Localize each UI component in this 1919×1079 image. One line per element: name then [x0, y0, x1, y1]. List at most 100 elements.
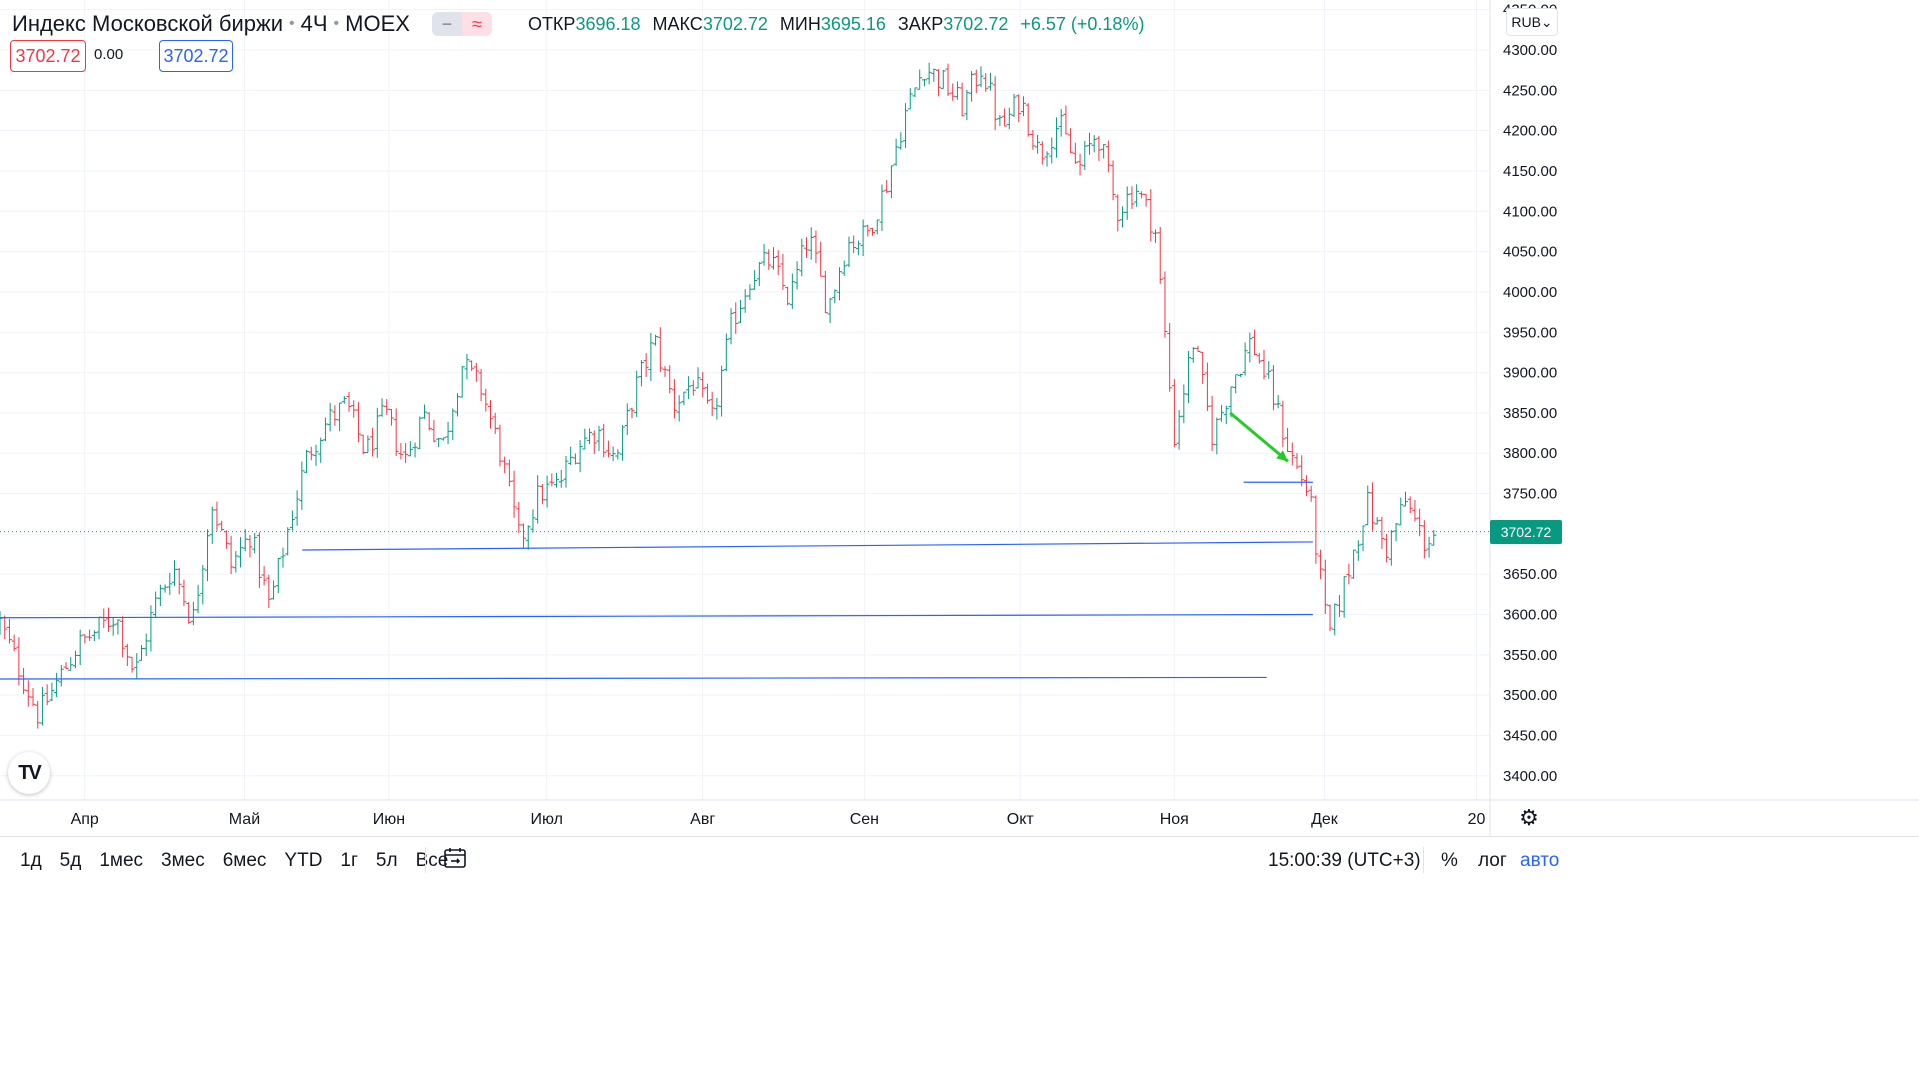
support-line[interactable]	[0, 613, 1313, 619]
ohlc-bar	[1068, 128, 1074, 154]
range-button[interactable]: 5л	[375, 850, 398, 871]
ohlc-bar	[1313, 495, 1319, 564]
support-line[interactable]	[0, 676, 1267, 680]
range-button[interactable]: 6мес	[222, 850, 267, 871]
symbol-title[interactable]: Индекс Московской биржи	[12, 11, 284, 36]
ohlc-bar	[714, 397, 720, 420]
approx-icon[interactable]: ≈	[461, 12, 492, 36]
ohlc-bar	[242, 529, 248, 552]
ohlc-bar	[271, 580, 277, 600]
ohlc-bar	[388, 408, 394, 426]
ohlc-bar	[978, 66, 984, 88]
ohlc-bar	[539, 484, 545, 505]
ohlc-bar	[1167, 323, 1173, 392]
ohlc-bar	[129, 656, 135, 673]
ohlc-bar	[82, 634, 88, 644]
ohlc-bar	[473, 362, 479, 382]
ohlc-bar	[134, 653, 140, 679]
ohlc-bar	[360, 434, 366, 455]
ohlc-bar	[1162, 271, 1168, 338]
ohlc-bar	[1058, 109, 1064, 137]
ohlc-bar	[488, 400, 494, 429]
low-value: 3695.16	[820, 13, 886, 34]
ohlc-bar	[638, 360, 644, 387]
range-button[interactable]: 3мес	[161, 850, 205, 871]
ohlc-bar	[667, 365, 673, 394]
status-toggle[interactable]: − ≈	[431, 12, 492, 36]
ohlc-bar	[1407, 496, 1413, 514]
ohlc-bar	[77, 629, 83, 666]
range-button[interactable]: YTD	[284, 850, 323, 871]
ohlc-bar	[1256, 353, 1262, 364]
buy-button[interactable]: 3702.72	[159, 40, 233, 72]
currency-button[interactable]: RUB ⌄	[1506, 8, 1558, 36]
ohlc-bar	[662, 366, 668, 377]
price-tick-label: 4200.00	[1503, 123, 1557, 140]
ohlc-bar	[1233, 374, 1239, 394]
ohlc-bar	[511, 470, 517, 518]
ohlc-bar	[1388, 530, 1394, 566]
price-tick-label: 4300.00	[1503, 42, 1557, 59]
percent-toggle[interactable]: %	[1441, 850, 1458, 871]
price-tick-label: 3800.00	[1503, 445, 1557, 462]
clock-timezone[interactable]: 15:00:39 (UTC+3)	[1268, 850, 1421, 871]
ohlc-bar	[327, 402, 333, 432]
price-tick-label: 3600.00	[1503, 607, 1557, 624]
ohlc-bar	[997, 114, 1003, 127]
ohlc-bar	[1025, 103, 1031, 137]
support-line[interactable]	[302, 541, 1313, 551]
time-axis[interactable]: Апр Май Июн Июл Авг Сен Окт Ноя Дек 20	[71, 811, 1486, 828]
last-price-label: 3702.72	[1490, 519, 1562, 544]
interval-label[interactable]: 4Ч	[300, 11, 328, 36]
ohlc-bar	[266, 574, 272, 609]
time-tick-label: Апр	[71, 811, 99, 828]
gear-icon[interactable]: ⚙	[1519, 805, 1539, 830]
ohlc-bar	[1091, 135, 1097, 153]
ohlc-bar	[554, 472, 560, 488]
price-tick-label: 3550.00	[1503, 647, 1557, 664]
range-button[interactable]: 5д	[59, 850, 82, 871]
ohlc-bar	[289, 510, 295, 531]
ohlc-bar	[138, 645, 144, 661]
tradingview-logo-icon[interactable]: TV	[8, 752, 50, 794]
range-button[interactable]: 1мес	[99, 850, 144, 871]
ohlc-bar	[1294, 453, 1300, 470]
ohlc-bar	[780, 253, 786, 290]
range-button[interactable]: 1д	[20, 850, 42, 871]
ohlc-bar	[87, 629, 93, 641]
ohlc-bar	[1039, 141, 1045, 165]
ohlc-bar	[44, 684, 50, 706]
ohlc-bar	[733, 302, 739, 334]
log-toggle[interactable]: лог	[1478, 850, 1507, 871]
close-label: ЗАКР	[897, 13, 944, 34]
ohlc-bar	[252, 532, 258, 554]
ohlc-bar	[1242, 342, 1248, 376]
ohlc-bar	[1153, 229, 1159, 243]
calendar-range-icon[interactable]	[442, 845, 468, 871]
ohlc-bar	[525, 525, 531, 550]
ohlc-bar	[1002, 108, 1008, 127]
ohlc-bar	[945, 63, 951, 96]
drawn-lines[interactable]	[0, 481, 1313, 680]
ohlc-bar	[436, 438, 442, 448]
ohlc-bar	[587, 428, 593, 445]
ohlc-bar	[865, 224, 871, 237]
ohlc-bar	[332, 405, 338, 426]
ohlc-bar	[1200, 351, 1206, 385]
ohlc-bar	[516, 502, 522, 533]
ohlc-bar	[11, 634, 17, 652]
range-selector: 1д 5д 1мес 3мес 6мес YTD 1г 5л Все	[20, 850, 466, 872]
auto-scale-toggle[interactable]: авто	[1520, 850, 1560, 871]
range-button[interactable]: 1г	[340, 850, 358, 871]
sell-button[interactable]: 3702.72	[10, 40, 86, 72]
range-button[interactable]: Все	[415, 850, 449, 871]
ohlc-bar	[176, 567, 182, 595]
price-axis[interactable]: 3400.00 3450.00 3500.00 3550.00 3600.00 3650.…	[1503, 2, 1557, 785]
minus-icon[interactable]: −	[431, 12, 462, 36]
ohlc-bar	[1247, 332, 1253, 363]
ohlc-bar	[1110, 160, 1116, 201]
ohlc-bar	[898, 132, 904, 150]
trend-arrow[interactable]	[1229, 411, 1289, 463]
ohlc-bar	[153, 591, 159, 617]
